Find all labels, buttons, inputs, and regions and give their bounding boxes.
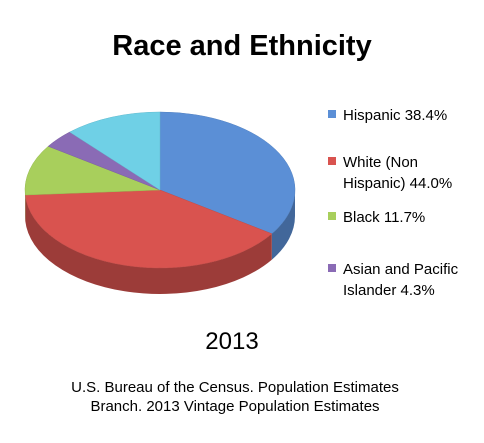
slice [24, 145, 161, 196]
slice-side [25, 195, 272, 294]
slice [159, 111, 296, 235]
legend-label: Black 11.7% [343, 209, 426, 226]
legend-swatch [328, 212, 336, 220]
legend-swatch [328, 110, 336, 118]
subtitle: 2013 [205, 328, 259, 355]
slice [69, 111, 161, 191]
legend-swatch [328, 157, 336, 165]
source-note: U.S. Bureau of the Census. Population Es… [71, 379, 399, 415]
slice-side [271, 190, 295, 260]
legend-label: Hispanic 38.4% [343, 107, 448, 124]
legend-label: Asian and Pacific Islander 4.3% [343, 261, 459, 299]
slice [25, 189, 273, 269]
legend-label: White (Non Hispanic) 44.0% [343, 154, 453, 192]
chart-title: Race and Ethnicity [112, 30, 372, 62]
legend-swatch [328, 264, 336, 272]
